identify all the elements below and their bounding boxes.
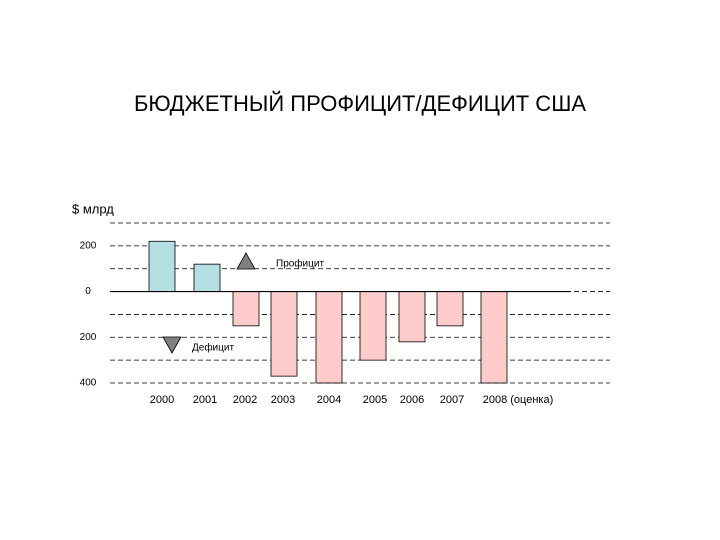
y-tick-label: 200 — [80, 332, 97, 343]
x-tick-label: 2001 — [193, 394, 217, 406]
y-tick-label: 200 — [80, 240, 97, 251]
x-tick-label: 2004 — [317, 394, 341, 406]
bar — [193, 263, 221, 292]
bar — [398, 291, 426, 343]
y-tick-label: 0 — [85, 286, 91, 297]
x-tick-label: 2008 (оценка) — [483, 394, 554, 406]
x-tick-label: 2005 — [363, 394, 387, 406]
legend-label: Профицит — [276, 258, 324, 270]
bar — [480, 291, 508, 384]
x-tick-label: 2006 — [400, 394, 424, 406]
x-tick-label: 2000 — [150, 394, 174, 406]
chart-title: БЮДЖЕТНЫЙ ПРОФИЦИТ/ДЕФИЦИТ США — [134, 91, 586, 116]
legend-label: Дефицит — [192, 342, 234, 354]
y-tick-label: 400 — [80, 378, 97, 389]
bar — [270, 291, 298, 377]
bar — [436, 291, 464, 327]
legend-marker — [162, 336, 182, 354]
bar — [315, 291, 343, 384]
legend-marker — [236, 252, 256, 270]
x-tick-label: 2007 — [440, 394, 464, 406]
x-tick-label: 2003 — [271, 394, 295, 406]
y-axis-label: $ млрд — [72, 201, 114, 216]
bar — [359, 291, 387, 361]
x-tick-label: 2002 — [233, 394, 257, 406]
bar — [232, 291, 260, 327]
bar — [148, 240, 176, 292]
